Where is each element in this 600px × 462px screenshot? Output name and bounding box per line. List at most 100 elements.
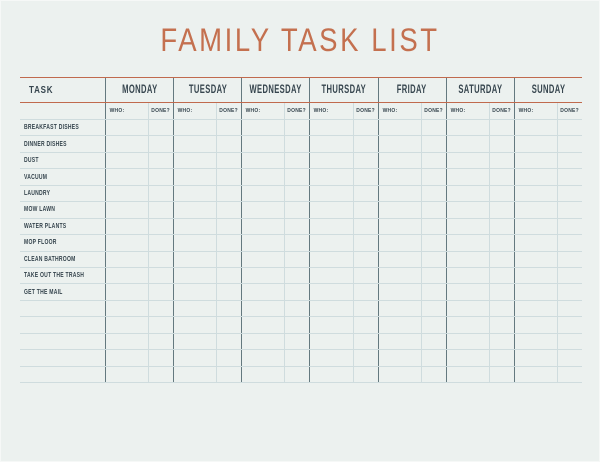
done-cell — [216, 284, 241, 300]
done-header-cell-label: DONE? — [287, 108, 307, 114]
who-header-cell-label: WHO: — [245, 108, 261, 114]
who-cell — [377, 366, 421, 382]
who-cell — [377, 152, 421, 169]
who-cell — [377, 300, 421, 317]
task-label-cell-label: MOW LAWN — [24, 206, 56, 214]
task-label-cell: BREAKFAST DISHES — [20, 120, 105, 135]
done-cell — [556, 267, 582, 284]
who-cell — [173, 120, 216, 136]
task-row: LAUNDRY — [20, 185, 582, 203]
column-header-tuesday: TUESDAY — [173, 78, 241, 102]
done-cell — [284, 333, 309, 350]
done-cell — [420, 202, 446, 218]
done-cell — [488, 267, 514, 284]
done-cell — [352, 284, 378, 300]
done-cell — [352, 235, 378, 251]
who-cell — [173, 284, 216, 300]
done-header-cell: DONE? — [488, 103, 514, 119]
done-cell — [556, 300, 582, 317]
who-cell — [377, 284, 421, 300]
done-header-cell-label: DONE? — [423, 108, 443, 114]
done-cell — [216, 136, 241, 152]
done-cell — [148, 333, 173, 350]
who-cell — [105, 202, 148, 218]
task-row: VACUUM — [20, 169, 582, 186]
task-label-cell-label: DINNER DISHES — [24, 140, 67, 148]
who-cell — [513, 202, 557, 218]
done-cell — [284, 202, 309, 218]
empty-task-row — [20, 366, 582, 383]
who-cell — [513, 333, 557, 350]
who-cell — [445, 267, 489, 284]
who-cell — [309, 202, 352, 218]
done-cell — [488, 235, 514, 251]
done-cell — [556, 169, 582, 185]
done-cell — [488, 300, 514, 317]
who-cell — [377, 218, 421, 235]
column-header-task-label: TASK — [29, 84, 54, 96]
who-cell — [377, 350, 421, 366]
task-label-cell: LAUNDRY — [20, 186, 105, 201]
done-cell — [556, 284, 582, 300]
who-cell — [241, 300, 284, 317]
task-row: MOW LAWN — [20, 202, 582, 219]
who-cell — [513, 235, 557, 251]
who-cell — [241, 235, 284, 251]
who-cell — [173, 185, 216, 202]
done-cell — [148, 235, 173, 251]
who-cell — [377, 317, 421, 333]
task-table: TASK MONDAY TUESDAY WEDNESDAY THURSDAY FRIDAY… — [20, 77, 582, 383]
who-cell — [241, 202, 284, 218]
who-cell — [513, 267, 557, 284]
done-cell — [488, 218, 514, 235]
column-header-wednesday-label: WEDNESDAY — [249, 84, 302, 96]
done-cell — [148, 136, 173, 152]
who-cell — [241, 120, 284, 136]
done-header-cell: DONE? — [352, 103, 378, 119]
done-cell — [284, 136, 309, 152]
who-cell — [377, 185, 421, 202]
empty-task-label-cell — [20, 350, 105, 365]
who-cell — [377, 202, 421, 218]
who-cell — [445, 136, 489, 152]
done-cell — [488, 120, 514, 136]
done-cell — [352, 300, 378, 317]
done-cell — [488, 350, 514, 366]
who-cell — [173, 136, 216, 152]
empty-task-label-cell — [20, 317, 105, 332]
done-cell — [488, 185, 514, 202]
done-cell — [420, 136, 446, 152]
who-cell — [105, 185, 148, 202]
who-cell — [173, 300, 216, 317]
who-cell — [105, 333, 148, 350]
who-cell — [173, 152, 216, 169]
done-cell — [284, 284, 309, 300]
done-header-cell-label: DONE? — [492, 108, 511, 114]
who-cell — [309, 350, 352, 366]
done-cell — [352, 218, 378, 235]
who-cell — [445, 152, 489, 169]
task-label-cell: CLEAN BATHROOM — [20, 252, 105, 267]
done-cell — [352, 169, 378, 185]
who-cell — [241, 136, 284, 152]
column-header-sunday-label: SUNDAY — [531, 84, 566, 96]
done-cell — [420, 366, 446, 382]
done-cell — [488, 152, 514, 169]
done-cell — [352, 120, 378, 136]
done-cell — [148, 350, 173, 366]
done-cell — [216, 218, 241, 235]
who-cell — [173, 202, 216, 218]
task-label-cell-label: GET THE MAIL — [24, 288, 63, 296]
done-cell — [352, 251, 378, 267]
who-cell — [241, 152, 284, 169]
done-cell — [420, 267, 446, 284]
who-header-cell-label: WHO: — [313, 108, 329, 114]
task-row: DUST — [20, 152, 582, 170]
empty-task-row — [20, 317, 582, 334]
who-cell — [241, 366, 284, 382]
who-cell — [445, 251, 489, 267]
who-cell — [309, 267, 352, 284]
task-label-cell: MOP FLOOR — [20, 235, 105, 250]
who-cell — [377, 251, 421, 267]
